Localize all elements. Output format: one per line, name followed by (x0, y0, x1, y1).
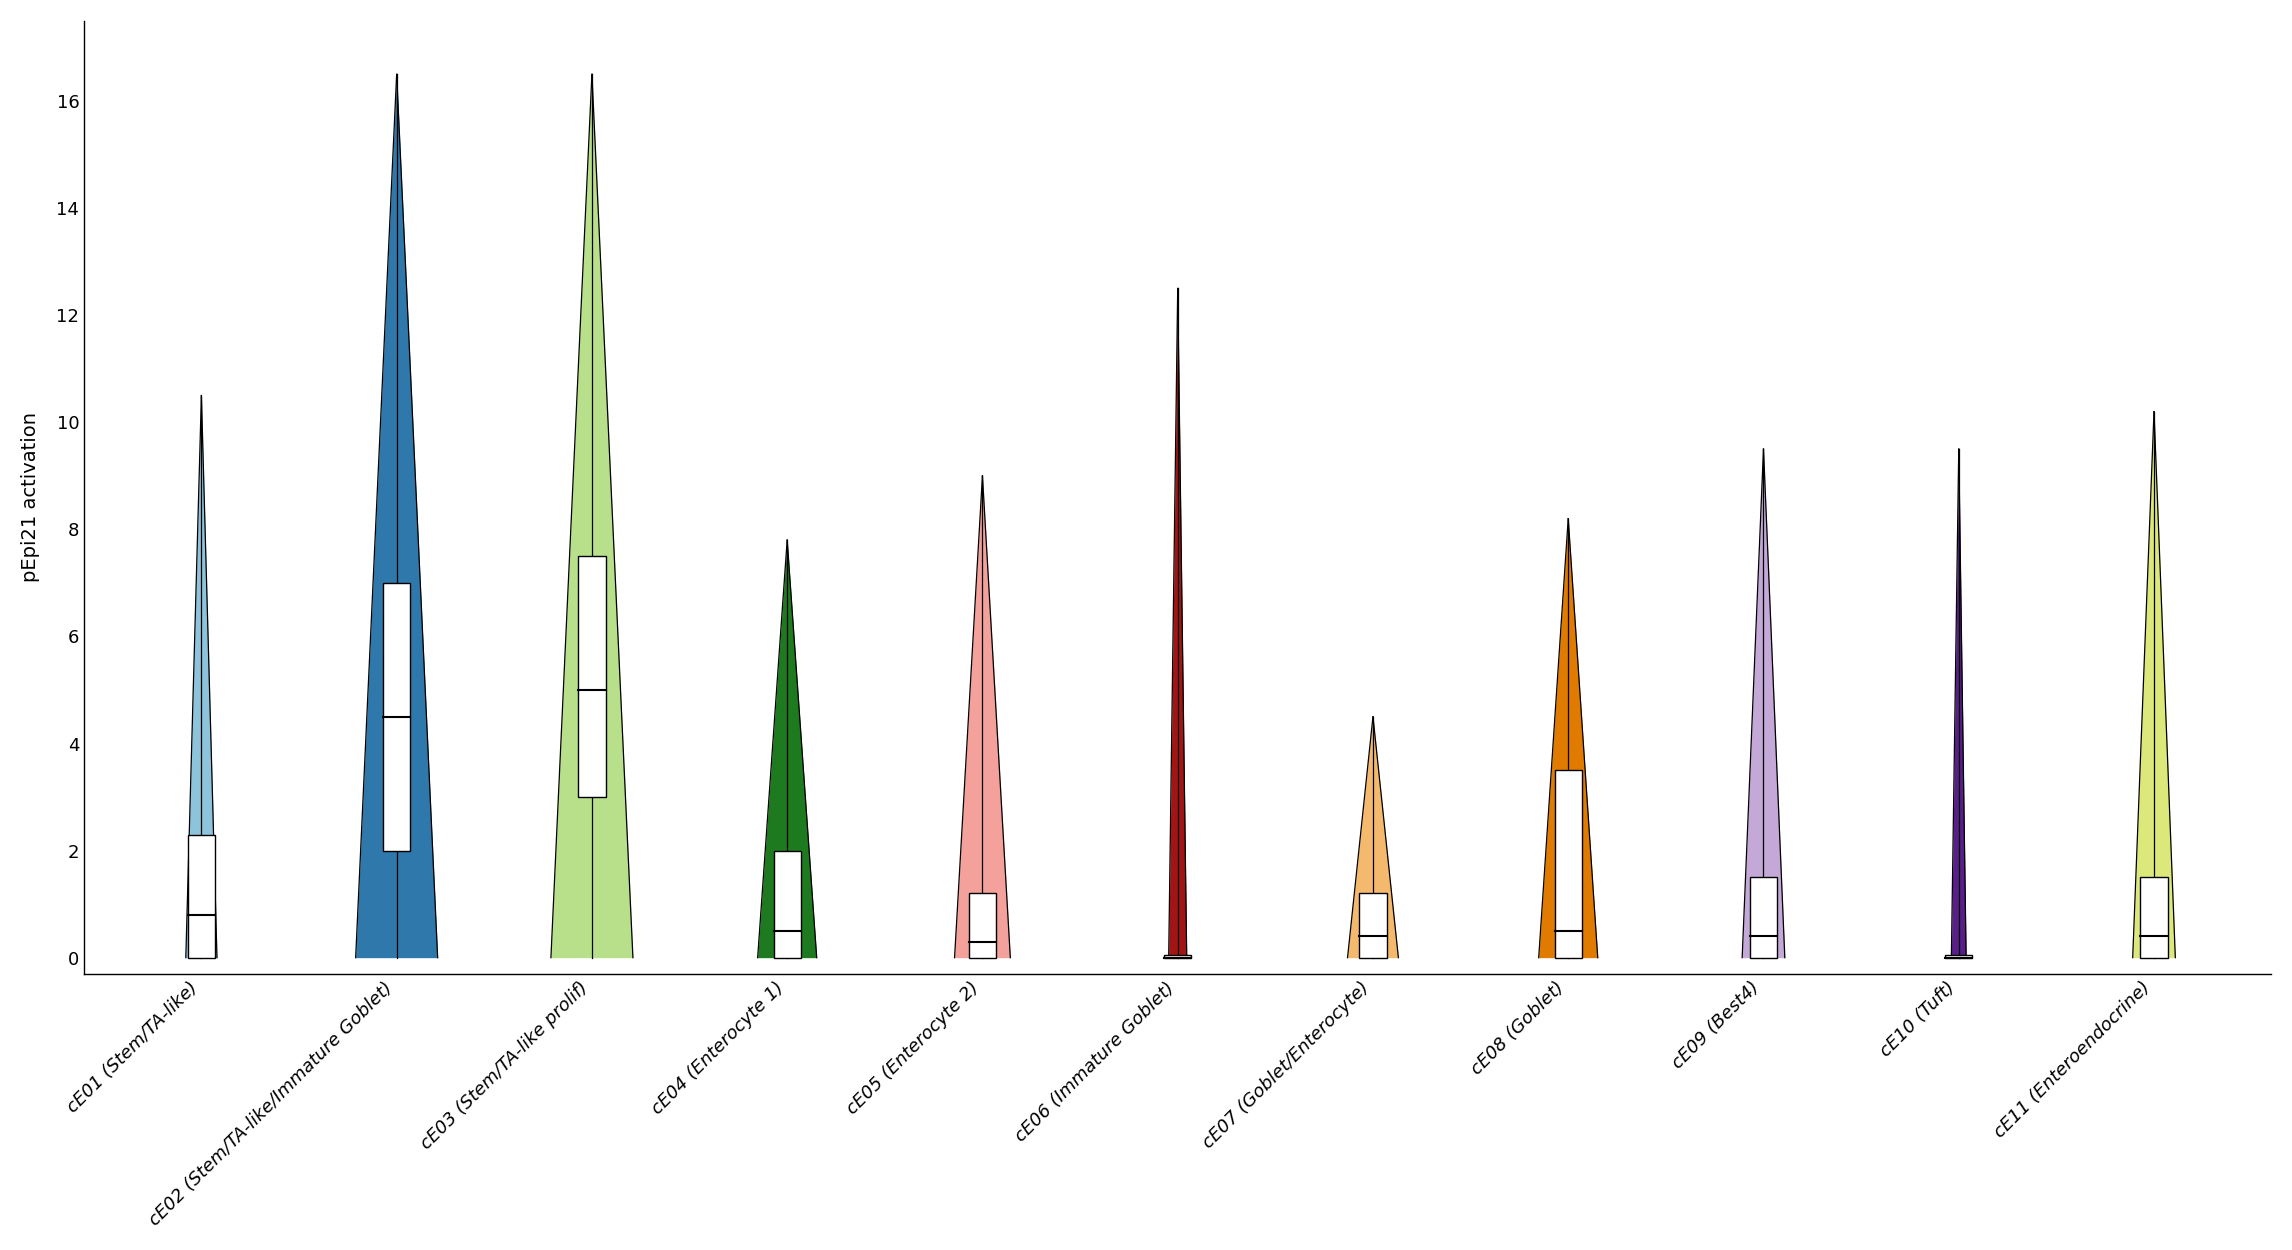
Bar (1359, 894, 1387, 958)
Y-axis label: pEpi21 activation: pEpi21 activation (21, 412, 39, 582)
Bar (1946, 955, 1973, 958)
Bar (2141, 878, 2168, 958)
Bar (1749, 878, 1776, 958)
Bar (1554, 770, 1581, 958)
Bar (772, 850, 800, 958)
Bar (578, 556, 605, 798)
Bar (1164, 955, 1192, 958)
Bar (970, 894, 997, 958)
Bar (188, 835, 215, 958)
Bar (383, 582, 410, 850)
